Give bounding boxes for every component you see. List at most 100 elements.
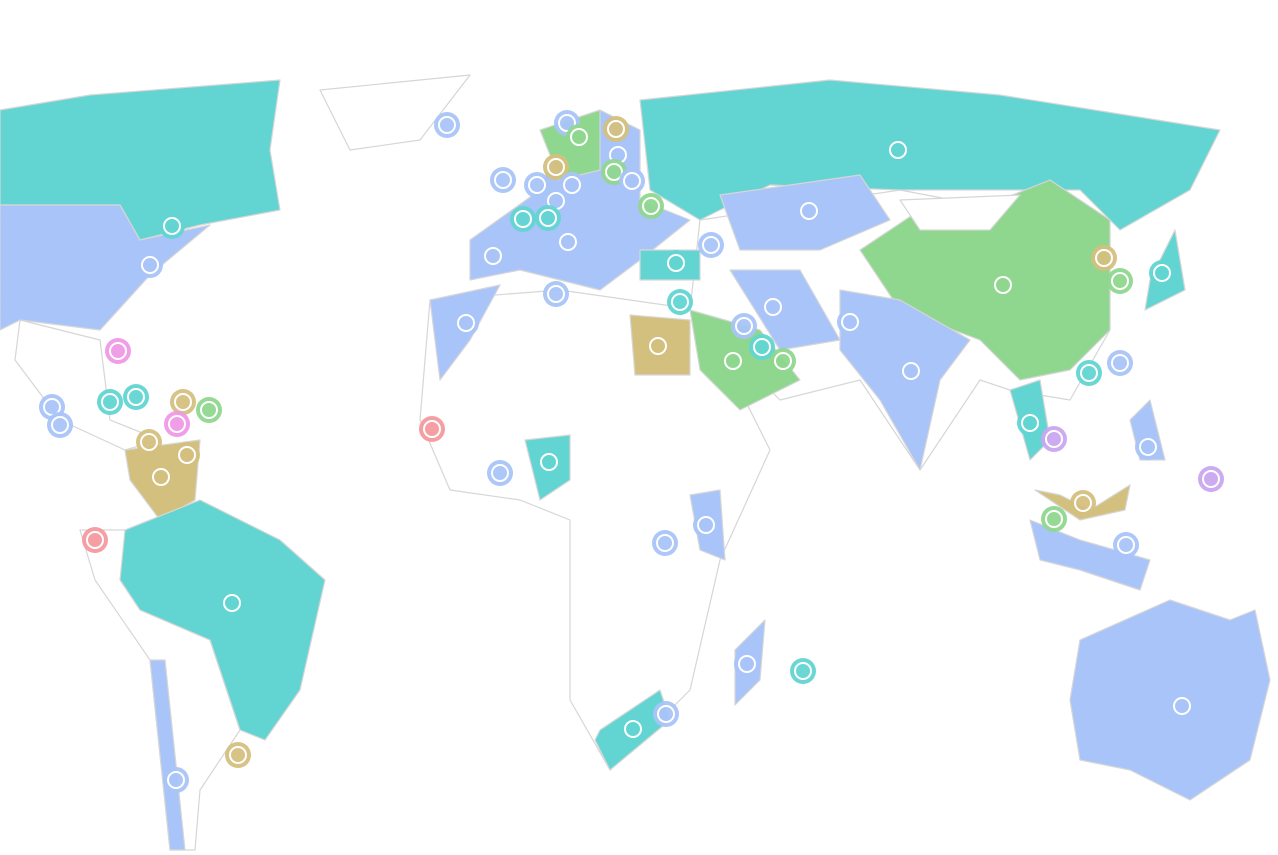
map-marker bbox=[164, 411, 190, 437]
marker-dot bbox=[1076, 360, 1102, 386]
marker-dot bbox=[698, 232, 724, 258]
marker-dot bbox=[667, 289, 693, 315]
map-marker bbox=[663, 250, 689, 276]
marker-dot bbox=[419, 416, 445, 442]
map-marker bbox=[796, 198, 822, 224]
marker-dot bbox=[148, 464, 174, 490]
map-marker bbox=[698, 232, 724, 258]
marker-ring bbox=[1117, 536, 1135, 554]
marker-dot bbox=[453, 310, 479, 336]
marker-dot bbox=[97, 389, 123, 415]
marker-dot bbox=[47, 412, 73, 438]
map-marker bbox=[1169, 693, 1195, 719]
marker-ring bbox=[724, 352, 742, 370]
marker-dot bbox=[136, 429, 162, 455]
marker-dot bbox=[174, 442, 200, 468]
map-marker bbox=[1076, 360, 1102, 386]
marker-dot bbox=[1107, 268, 1133, 294]
map-marker bbox=[619, 168, 645, 194]
marker-ring bbox=[642, 197, 660, 215]
marker-dot bbox=[1135, 434, 1161, 460]
map-marker bbox=[47, 412, 73, 438]
marker-ring bbox=[1045, 430, 1063, 448]
map-marker bbox=[990, 272, 1016, 298]
marker-dot bbox=[652, 530, 678, 556]
marker-ring bbox=[127, 388, 145, 406]
marker-ring bbox=[671, 293, 689, 311]
marker-dot bbox=[645, 333, 671, 359]
map-marker bbox=[524, 172, 550, 198]
map-marker bbox=[638, 193, 664, 219]
map-marker bbox=[734, 651, 760, 677]
map-marker bbox=[731, 313, 757, 339]
marker-ring bbox=[735, 317, 753, 335]
marker-ring bbox=[223, 594, 241, 612]
map-marker bbox=[434, 112, 460, 138]
map-marker bbox=[487, 460, 513, 486]
marker-dot bbox=[490, 167, 516, 193]
marker-dot bbox=[1198, 466, 1224, 492]
marker-dot bbox=[555, 229, 581, 255]
marker-dot bbox=[524, 172, 550, 198]
map-marker bbox=[770, 348, 796, 374]
marker-ring bbox=[140, 433, 158, 451]
marker-ring bbox=[753, 338, 771, 356]
marker-ring bbox=[229, 746, 247, 764]
map-marker bbox=[159, 213, 185, 239]
map-marker bbox=[137, 252, 163, 278]
marker-ring bbox=[605, 163, 623, 181]
map-marker bbox=[566, 124, 592, 150]
map-marker bbox=[543, 154, 569, 180]
map-marker bbox=[720, 348, 746, 374]
marker-ring bbox=[51, 416, 69, 434]
russia bbox=[639, 79, 1221, 231]
map-marker bbox=[1041, 426, 1067, 452]
map-marker bbox=[898, 358, 924, 384]
map-marker bbox=[510, 206, 536, 232]
marker-ring bbox=[494, 171, 512, 189]
map-marker bbox=[196, 397, 222, 423]
marker-ring bbox=[423, 420, 441, 438]
marker-dot bbox=[510, 206, 536, 232]
chile bbox=[149, 659, 186, 851]
marker-ring bbox=[902, 362, 920, 380]
map-marker bbox=[543, 281, 569, 307]
marker-dot bbox=[163, 767, 189, 793]
marker-ring bbox=[101, 393, 119, 411]
marker-ring bbox=[800, 202, 818, 220]
marker-dot bbox=[898, 358, 924, 384]
marker-ring bbox=[1095, 249, 1113, 267]
marker-dot bbox=[535, 205, 561, 231]
map-marker bbox=[1017, 410, 1043, 436]
marker-dot bbox=[990, 272, 1016, 298]
marker-ring bbox=[764, 298, 782, 316]
map-marker bbox=[225, 742, 251, 768]
marker-ring bbox=[540, 453, 558, 471]
marker-ring bbox=[168, 415, 186, 433]
marker-dot bbox=[219, 590, 245, 616]
marker-dot bbox=[663, 250, 689, 276]
marker-dot bbox=[638, 193, 664, 219]
marker-dot bbox=[480, 243, 506, 269]
marker-ring bbox=[539, 209, 557, 227]
marker-ring bbox=[558, 114, 576, 132]
marker-ring bbox=[1139, 438, 1157, 456]
mongolia bbox=[899, 194, 1021, 231]
marker-dot bbox=[487, 460, 513, 486]
map-marker bbox=[620, 716, 646, 742]
marker-ring bbox=[457, 314, 475, 332]
marker-ring bbox=[1080, 364, 1098, 382]
malaysia bbox=[1034, 484, 1131, 521]
marker-ring bbox=[163, 217, 181, 235]
marker-dot bbox=[164, 411, 190, 437]
map-marker bbox=[693, 512, 719, 538]
map-marker bbox=[480, 243, 506, 269]
marker-ring bbox=[794, 662, 812, 680]
map-marker bbox=[453, 310, 479, 336]
marker-ring bbox=[528, 176, 546, 194]
map-marker bbox=[1041, 506, 1067, 532]
marker-dot bbox=[543, 281, 569, 307]
marker-ring bbox=[1111, 354, 1129, 372]
